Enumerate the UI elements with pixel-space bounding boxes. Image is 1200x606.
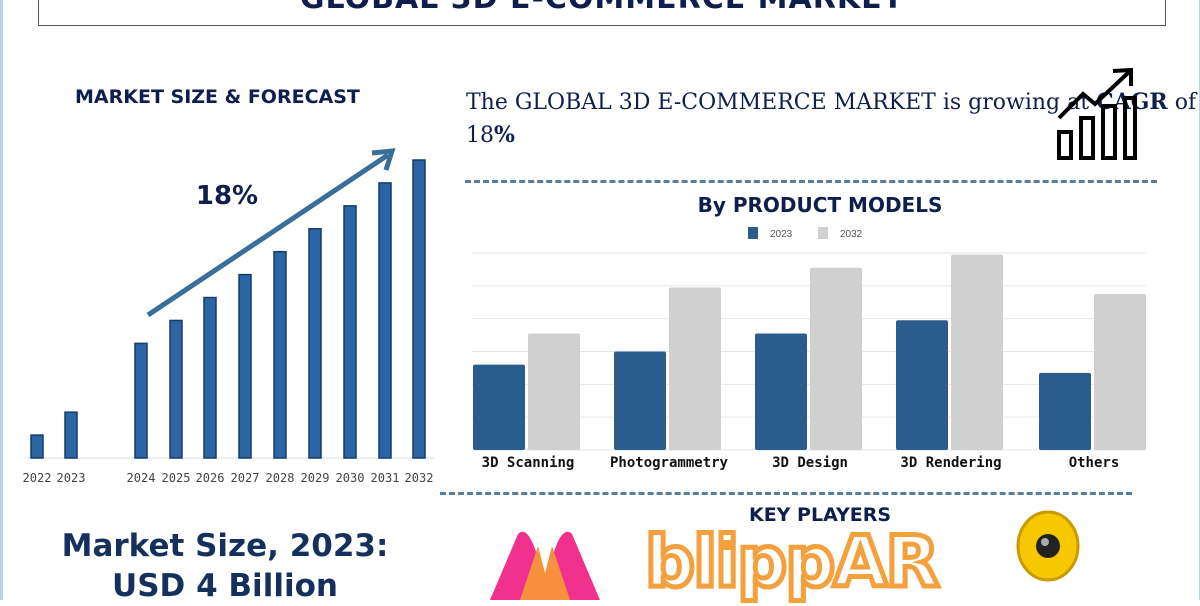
tick-label: 2032	[405, 471, 434, 485]
product-models-title: By PRODUCT MODELS	[697, 193, 943, 217]
tick-label: 2026	[196, 471, 225, 485]
tick-label: 2023	[57, 471, 86, 485]
forecast-chart: 2022 2023 2024 2025 2026 2027 2028 2029 2030 2031…	[23, 148, 435, 485]
myntra-logo	[490, 531, 600, 600]
tick-label: 2022	[23, 471, 52, 485]
divider	[440, 492, 1132, 495]
category-label: 3D Design	[772, 455, 848, 471]
page-title: GLOBAL 3D E-COMMERCE MARKET	[300, 0, 904, 16]
forecast-title: MARKET SIZE & FORECAST	[75, 86, 360, 108]
bar-2024	[134, 342, 148, 459]
category-label: Others	[1069, 455, 1120, 471]
bar-2032	[669, 287, 721, 450]
category-label: 3D Rendering	[900, 455, 1001, 471]
tick-label: 2029	[301, 471, 330, 485]
bar-2027	[238, 273, 252, 459]
legend-label: 2023	[770, 229, 793, 240]
trend-arrow	[146, 152, 390, 318]
title-box: GLOBAL 3D E-COMMERCE MARKET	[38, 0, 1166, 26]
legend-swatch-2023	[748, 227, 758, 239]
bar-2032	[528, 333, 580, 450]
yellow-eye-logo	[1016, 510, 1080, 582]
tick-label: 2024	[127, 471, 156, 485]
key-players-title: KEY PLAYERS	[748, 504, 892, 526]
bar-2028	[273, 250, 287, 459]
bar-2023	[896, 320, 948, 450]
bar-2025	[169, 319, 183, 459]
blippar-logo: blippAR	[642, 520, 941, 605]
tick-label: 2030	[336, 471, 365, 485]
tick-label: 2025	[162, 471, 191, 485]
tick-label: 2028	[266, 471, 295, 485]
bar-2026	[203, 296, 217, 459]
legend-label: 2032	[840, 229, 863, 240]
bar-2032	[951, 254, 1003, 450]
bar-2022	[30, 434, 44, 459]
bar-2030	[343, 205, 357, 459]
growth-chart-icon	[1057, 67, 1137, 160]
product-models-chart: 2023 2032 3D Scanning Photogrammetry 3D Desi…	[472, 227, 1146, 471]
trend-arrowhead	[371, 148, 396, 171]
category-label: 3D Scanning	[482, 455, 575, 471]
divider	[465, 180, 1157, 183]
bar-2029	[308, 228, 322, 459]
bar-2032	[810, 267, 862, 450]
bar-2023	[755, 333, 807, 450]
bar-2023	[64, 411, 78, 459]
market-size-2023: Market Size, 2023: USD 4 Billion	[61, 528, 389, 604]
bar-2032	[1094, 294, 1146, 450]
bar-2023	[473, 364, 525, 450]
legend-swatch-2032	[818, 227, 828, 239]
bar-2032	[412, 159, 426, 459]
cagr-headline: The GLOBAL 3D E-COMMERCE MARKET is growi…	[466, 89, 1197, 148]
bar-2023	[1039, 372, 1091, 450]
growth-annotation: 18%	[196, 181, 258, 211]
bar-2031	[378, 182, 392, 459]
tick-label: 2027	[231, 471, 260, 485]
category-label: Photogrammetry	[610, 455, 729, 471]
tick-label: 2031	[371, 471, 400, 485]
bar-2023	[614, 351, 666, 450]
